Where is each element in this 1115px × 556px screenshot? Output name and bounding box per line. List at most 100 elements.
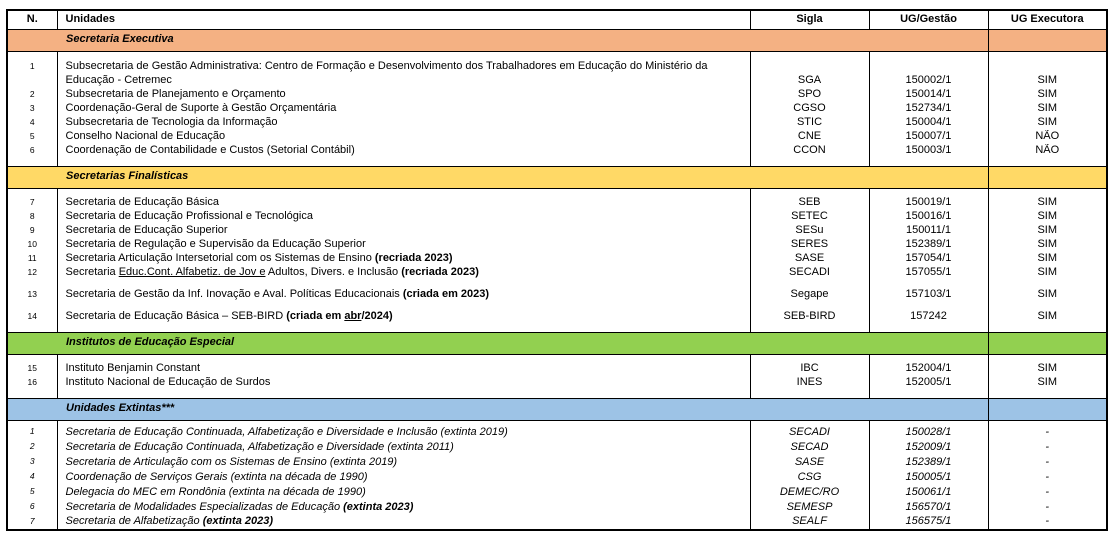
row-number: 16	[6, 376, 58, 390]
unit-sigla: SECADI	[749, 266, 870, 280]
table-row: 14 Secretaria de Educação Básica – SEB-BI…	[6, 310, 1108, 324]
row-number: 15	[6, 362, 58, 376]
unit-name-part: abr	[344, 310, 362, 323]
unit-ug: 156570/1	[868, 500, 989, 515]
table-row: 1 Subsecretaria de Gestão Administrativa:…	[6, 59, 1108, 88]
unit-name-part: (extinta 2023)	[343, 500, 414, 513]
row-number: 7	[6, 196, 58, 210]
spacer-cell	[749, 280, 870, 288]
unit-name: Secretaria de Educação Superior	[56, 224, 751, 238]
unit-name: Secretaria de Educação Profissional e Te…	[56, 210, 751, 224]
unit-sigla: SEMESP	[749, 500, 870, 515]
spacer-row	[6, 188, 1108, 196]
unit-sigla: CNE	[749, 130, 870, 144]
unit-name-part: Secretaria de Educação Superior	[65, 224, 228, 237]
spacer-cell	[868, 302, 989, 310]
spacer-row	[6, 420, 1108, 425]
unit-sigla: SEB	[749, 196, 870, 210]
unit-name: Secretaria de Regulação e Supervisão da …	[56, 238, 751, 252]
row-number: 7	[6, 515, 58, 530]
col-header-n: N.	[6, 10, 58, 30]
row-number: 13	[6, 288, 58, 302]
unit-executora: SIM	[987, 210, 1108, 224]
unit-name: Secretaria de Educação Básica	[56, 196, 751, 210]
col-header-ug-executora: UG Executora	[987, 10, 1108, 30]
spacer-cell	[6, 280, 58, 288]
table-row: 13 Secretaria de Gestão da Inf. Inovação …	[6, 288, 1108, 302]
unit-ug: 150003/1	[868, 144, 989, 158]
unit-ug: 150016/1	[868, 210, 989, 224]
section-title: Institutos de Educação Especial	[6, 331, 989, 355]
unit-sigla: SETEC	[749, 210, 870, 224]
unit-name-part: Secretaria Articulação Intersetorial com…	[65, 252, 375, 265]
unit-executora: SIM	[987, 310, 1108, 324]
unit-name: Secretaria de Educação Continuada, Alfab…	[56, 425, 751, 440]
unit-name: Delegacia do MEC em Rondônia (extinta na…	[56, 485, 751, 500]
unit-executora: -	[987, 440, 1108, 455]
unit-sigla: SERES	[749, 238, 870, 252]
row-number: 6	[6, 500, 58, 515]
unit-name: Secretaria de Educação Continuada, Alfab…	[56, 440, 751, 455]
spacer-row	[6, 280, 1108, 288]
unit-sigla: CCON	[749, 144, 870, 158]
spacer-cell	[56, 324, 751, 332]
unit-executora: SIM	[987, 102, 1108, 116]
table-row: 2 Secretaria de Educação Continuada, Alfa…	[6, 440, 1108, 455]
spacer-cell	[56, 188, 751, 196]
unit-sigla: STIC	[749, 116, 870, 130]
spacer-cell	[868, 280, 989, 288]
row-number: 14	[6, 310, 58, 324]
table-row: 6 Coordenação de Contabilidade e Custos (…	[6, 144, 1108, 158]
spacer-cell	[56, 280, 751, 288]
unit-name-part: Delegacia do MEC em Rondônia (extinta na…	[65, 485, 366, 498]
col-header-sigla: Sigla	[749, 10, 870, 30]
unit-ug: 152004/1	[868, 362, 989, 376]
unit-name: Secretaria de Articulação com os Sistema…	[56, 455, 751, 470]
table-row: 4 Subsecretaria de Tecnologia da Informaç…	[6, 116, 1108, 130]
unit-name-part: Secretaria de Regulação e Supervisão da …	[65, 238, 366, 251]
unit-name: Secretaria Articulação Intersetorial com…	[56, 252, 751, 266]
unit-executora: SIM	[987, 252, 1108, 266]
row-number: 4	[6, 470, 58, 485]
unit-ug: 157054/1	[868, 252, 989, 266]
table-row: 1 Secretaria de Educação Continuada, Alfa…	[6, 425, 1108, 440]
unit-executora: SIM	[987, 196, 1108, 210]
unit-executora: SIM	[987, 288, 1108, 302]
unit-name-part: Secretaria de Educação Básica	[65, 196, 219, 209]
spacer-cell	[868, 390, 989, 398]
row-number: 5	[6, 130, 58, 144]
row-number: 6	[6, 144, 58, 158]
unit-name: Secretaria de Modalidades Especializadas…	[56, 500, 751, 515]
unit-name: Secretaria de Educação Básica – SEB-BIRD…	[56, 310, 751, 324]
col-header-ug-gestao: UG/Gestão	[868, 10, 989, 30]
unit-name-part: Secretaria de Alfabetização	[65, 515, 203, 528]
unit-name-part: Conselho Nacional de Educação	[65, 130, 226, 143]
unit-executora: -	[987, 500, 1108, 515]
header-row: N. Unidades Sigla UG/Gestão UG Executora	[6, 10, 1108, 30]
unit-executora: -	[987, 425, 1108, 440]
section-band-executora-cell	[987, 28, 1108, 52]
section-title: Secretarias Finalísticas	[6, 165, 989, 189]
spacer-cell	[868, 51, 989, 59]
unit-sigla: DEMEC/RO	[749, 485, 870, 500]
spacer-cell	[987, 302, 1108, 310]
unit-sigla: IBC	[749, 362, 870, 376]
unit-name: Coordenação de Contabilidade e Custos (S…	[56, 144, 751, 158]
unit-name-part: Secretaria de Educação Continuada, Alfab…	[65, 425, 508, 438]
table-row: 7 Secretaria de Educação Básica SEB 150019/…	[6, 196, 1108, 210]
unit-name: Secretaria de Alfabetização (extinta 202…	[56, 515, 751, 530]
unit-name-part: Secretaria de Educação Continuada, Alfab…	[65, 440, 454, 453]
row-number: 1	[6, 59, 58, 88]
table-body: Secretaria Executiva 1 Subsecretaria de Ge…	[6, 28, 1108, 530]
unit-ug: 156575/1	[868, 515, 989, 530]
unit-ug: 150061/1	[868, 485, 989, 500]
unit-sigla: SECAD	[749, 440, 870, 455]
unit-sigla: CGSO	[749, 102, 870, 116]
table-row: 3 Coordenação-Geral de Suporte à Gestão O…	[6, 102, 1108, 116]
row-number: 10	[6, 238, 58, 252]
spacer-cell	[56, 158, 751, 166]
unit-name-part: Secretaria de Educação Profissional e Te…	[65, 210, 313, 223]
spacer-cell	[987, 324, 1108, 332]
table-row: 10 Secretaria de Regulação e Supervisão d…	[6, 238, 1108, 252]
unit-ug: 152734/1	[868, 102, 989, 116]
